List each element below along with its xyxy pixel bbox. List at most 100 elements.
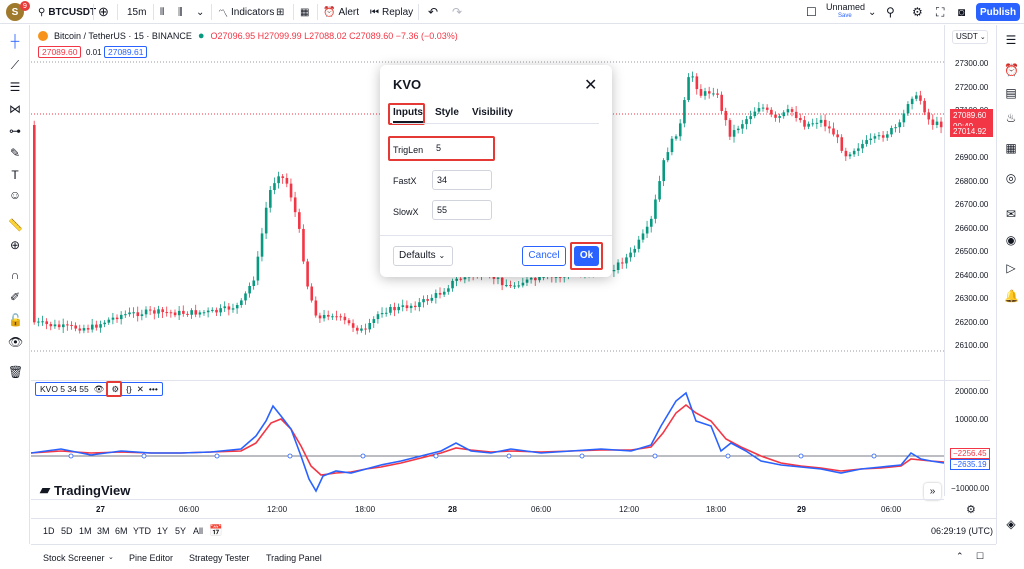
settings-gear-icon[interactable]: ⚙: [106, 380, 123, 397]
alert-button[interactable]: ⏰ Alert: [323, 3, 359, 21]
lock-icon[interactable]: 🔓: [8, 313, 23, 327]
price-axis[interactable]: 27300.0027200.0027100.0027000.0026900.00…: [944, 25, 996, 496]
tab-style[interactable]: Style: [435, 107, 459, 118]
chevron-down-icon: ⌄: [979, 34, 986, 41]
defaults-dropdown[interactable]: Defaults ⌄: [393, 246, 453, 266]
triglen-input[interactable]: 5: [436, 143, 442, 153]
timeframe-all[interactable]: All: [193, 526, 204, 536]
interval-button[interactable]: 15m: [127, 6, 147, 18]
data-window-icon[interactable]: ▤: [1005, 86, 1017, 100]
user-avatar[interactable]: S: [6, 3, 24, 21]
calendar-icon[interactable]: ▦: [1005, 141, 1017, 155]
indicators-button[interactable]: 〽 Indicators: [218, 3, 274, 21]
scroll-to-realtime-icon[interactable]: »: [924, 483, 941, 500]
publish-button[interactable]: Publish: [976, 3, 1020, 21]
close-icon[interactable]: ✕: [584, 77, 598, 94]
sell-price-box[interactable]: 27089.60: [38, 46, 82, 58]
templates-icon[interactable]: ⊞: [276, 6, 285, 18]
more-icon[interactable]: •••: [148, 384, 158, 394]
brush-icon[interactable]: ✎: [9, 146, 21, 160]
compare-add-icon[interactable]: ⊕: [98, 4, 109, 19]
notifications-bell-icon[interactable]: 🔔: [1004, 289, 1019, 303]
pattern-icon[interactable]: ⋈: [9, 102, 21, 116]
quick-search-icon[interactable]: ⚲: [886, 5, 895, 19]
source-code-icon[interactable]: {}: [126, 384, 132, 394]
maximize-panel-icon[interactable]: ☐: [976, 551, 985, 561]
candle-body: [153, 310, 156, 314]
axis-settings-gear-icon[interactable]: ⚙: [966, 504, 976, 516]
kvo-pane[interactable]: [31, 381, 944, 496]
layout-grid-icon[interactable]: ▦: [300, 6, 310, 18]
watchlist-icon[interactable]: ☰: [1005, 33, 1017, 47]
collapse-panel-icon[interactable]: ⌃: [956, 551, 964, 561]
time-axis[interactable]: 27 06:00 12:00 18:00 28 06:00 12:00 18:00 29 06:0…: [31, 499, 944, 517]
close-icon[interactable]: ✕: [136, 383, 144, 394]
layout-square-icon[interactable]: ☐: [806, 5, 817, 19]
time-tick-label: 12:00: [267, 505, 288, 514]
pane-divider[interactable]: [31, 380, 990, 381]
undo-icon[interactable]: ↶: [428, 5, 439, 19]
magnet-icon[interactable]: ∩: [10, 268, 20, 282]
currency-selector[interactable]: USDT ⌄: [952, 30, 988, 44]
trend-line-icon[interactable]: ⟋: [10, 58, 20, 72]
chat-icon[interactable]: ✉: [1005, 207, 1017, 221]
timeframe-ytd[interactable]: YTD: [133, 526, 151, 536]
layout-chevron-icon[interactable]: ⌄: [868, 6, 877, 18]
tab-stock-screener[interactable]: Stock Screener: [43, 553, 105, 563]
tab-trading-panel[interactable]: Trading Panel: [266, 553, 322, 563]
zoom-in-icon[interactable]: ⊕: [9, 238, 21, 252]
hotlist-flame-icon[interactable]: ♨: [1005, 111, 1017, 125]
tab-inputs[interactable]: Inputs: [393, 107, 423, 118]
chevron-down-icon[interactable]: ⌄: [108, 554, 114, 561]
goto-date-icon[interactable]: 📅: [209, 525, 223, 537]
trash-icon[interactable]: 🗑: [8, 365, 24, 379]
timeframe-3m[interactable]: 3M: [97, 526, 110, 536]
tab-pine-editor[interactable]: Pine Editor: [129, 553, 174, 563]
candle-body: [645, 226, 649, 234]
symbol-search[interactable]: ⚲ BTCUSDT: [38, 3, 96, 21]
timeframe-5y[interactable]: 5Y: [175, 526, 187, 536]
emoji-icon[interactable]: ☺: [8, 188, 22, 202]
text-tool-icon[interactable]: T: [11, 168, 19, 182]
camera-icon[interactable]: ◙: [958, 5, 966, 19]
tab-visibility[interactable]: Visibility: [472, 107, 513, 118]
right-sidebar: ☰ ⏰ ▤ ♨ ▦ ◎ ✉ ◉ ▷ 🔔 ◈: [996, 25, 1024, 544]
cancel-button[interactable]: Cancel: [522, 246, 566, 266]
timeframe-6m[interactable]: 6M: [115, 526, 128, 536]
settings-gear-icon[interactable]: ⚙: [912, 5, 923, 19]
ideas-icon[interactable]: ◎: [1005, 171, 1017, 185]
candles-icon[interactable]: ⫼: [178, 6, 183, 18]
timeframe-5d[interactable]: 5D: [61, 526, 73, 536]
timeframe-1m[interactable]: 1M: [79, 526, 92, 536]
layout-name[interactable]: Unnamed Save: [826, 3, 865, 21]
buy-price-box[interactable]: 27089.61: [104, 46, 148, 58]
streams-icon[interactable]: ◉: [1005, 233, 1017, 247]
fastx-input[interactable]: 34: [432, 170, 492, 190]
candle-body: [712, 93, 715, 95]
bar-style-icon[interactable]: ⫴: [160, 6, 165, 18]
broadcast-icon[interactable]: ▷: [1006, 261, 1016, 275]
prediction-icon[interactable]: ⊶: [9, 124, 21, 138]
timeframe-1d[interactable]: 1D: [43, 526, 55, 536]
chevron-down-icon[interactable]: ⌄: [196, 6, 205, 18]
timeframe-1y[interactable]: 1Y: [157, 526, 169, 536]
replay-button[interactable]: ⏮ Replay: [370, 3, 413, 21]
redo-icon[interactable]: ↷: [452, 5, 463, 19]
layers-icon[interactable]: ◈: [1006, 517, 1016, 531]
fullscreen-icon[interactable]: ⛶: [936, 4, 945, 19]
crosshair-icon[interactable]: ┼: [10, 34, 20, 48]
eye-icon[interactable]: 👁: [8, 335, 24, 349]
lock-drawings-edit-icon[interactable]: ✐: [9, 290, 21, 304]
fib-retracement-icon[interactable]: ☰: [9, 80, 21, 94]
slowx-input[interactable]: 55: [432, 200, 492, 220]
ruler-icon[interactable]: 📏: [8, 218, 23, 232]
kvo-legend[interactable]: KVO 5 34 55 👁 ⚙ {} ✕ •••: [35, 380, 163, 397]
alerts-clock-icon[interactable]: ⏰: [1004, 63, 1019, 77]
tab-strategy-tester[interactable]: Strategy Tester: [189, 553, 250, 563]
utc-clock[interactable]: 06:29:19 (UTC): [931, 526, 994, 536]
candle-body: [169, 312, 173, 314]
kvo-marker: [360, 453, 366, 459]
eye-icon[interactable]: 👁: [93, 383, 105, 394]
candle-body: [612, 270, 616, 272]
ok-button[interactable]: Ok: [574, 246, 599, 266]
